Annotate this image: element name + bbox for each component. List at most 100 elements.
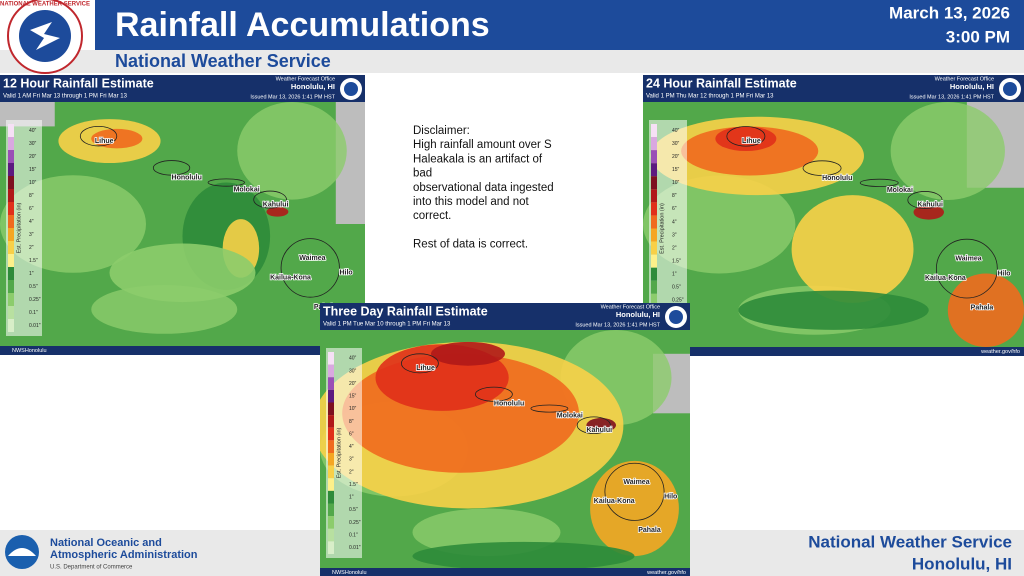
legend-label: 20" bbox=[29, 154, 37, 160]
island bbox=[400, 353, 439, 374]
legend-swatch bbox=[8, 189, 14, 202]
map: LihueHonoluluMolokaiKahuluiWaimeaKailua-… bbox=[0, 102, 365, 346]
place-label: Kahului bbox=[917, 202, 943, 209]
date: March 13, 2026 bbox=[889, 3, 1010, 22]
legend-swatch bbox=[651, 189, 657, 203]
legend-swatch bbox=[328, 352, 334, 365]
legend-swatch bbox=[651, 267, 657, 281]
panel-logo-inner bbox=[1003, 82, 1017, 96]
panel-header bbox=[320, 303, 690, 330]
legend-swatch bbox=[651, 215, 657, 229]
legend-swatch bbox=[651, 228, 657, 242]
place-label: Pahala bbox=[971, 305, 994, 312]
map: LihueHonoluluMolokaiKahuluiWaimeaKailua-… bbox=[643, 102, 1024, 347]
legend-label: 15" bbox=[672, 167, 680, 173]
panel-valid: Valid 1 PM Tue Mar 10 through 1 PM Fri M… bbox=[323, 322, 451, 328]
legend-swatch bbox=[651, 176, 657, 190]
legend-swatch bbox=[328, 503, 334, 517]
rainfall-panel: 24 Hour Rainfall Estimate Valid 1 PM Thu … bbox=[643, 75, 1024, 356]
panel-logo-inner bbox=[669, 310, 683, 324]
place-label: Hilo bbox=[997, 270, 1010, 277]
office: Weather Forecast Office bbox=[935, 76, 994, 82]
island bbox=[935, 238, 998, 299]
panel-title: 24 Hour Rainfall Estimate bbox=[646, 76, 797, 90]
legend-label: 0.1" bbox=[349, 532, 358, 538]
island bbox=[79, 126, 118, 147]
url: weather.gov/hfo bbox=[646, 570, 686, 576]
island bbox=[280, 238, 340, 298]
legend-label: 10" bbox=[29, 180, 37, 186]
place-label: Molokai bbox=[557, 413, 583, 420]
legend-swatch bbox=[651, 280, 657, 294]
rain-area bbox=[791, 195, 914, 303]
legend-swatch bbox=[328, 453, 334, 466]
legend-label: 30" bbox=[672, 141, 680, 147]
legend-swatch bbox=[328, 516, 334, 529]
legend-label: 8" bbox=[672, 193, 677, 199]
legend-label: 1" bbox=[349, 495, 354, 501]
rain-area bbox=[237, 102, 347, 200]
legend-label: 1.5" bbox=[349, 482, 358, 488]
rain-area bbox=[947, 273, 1024, 347]
island bbox=[907, 191, 943, 209]
url: weather.gov/hfo bbox=[980, 349, 1020, 355]
legend-label: 1" bbox=[29, 271, 34, 277]
legend-label: 0.5" bbox=[349, 507, 358, 513]
legend-swatch bbox=[328, 490, 334, 504]
panel-title: Three Day Rainfall Estimate bbox=[323, 304, 488, 318]
place-label: Kahului bbox=[586, 427, 612, 434]
panel-footer bbox=[643, 347, 1024, 356]
legend-swatch bbox=[8, 280, 14, 293]
place-label: Waimea bbox=[623, 479, 649, 486]
legend-swatch bbox=[8, 176, 14, 189]
legend-swatch bbox=[651, 163, 657, 177]
legend-swatch bbox=[651, 150, 657, 164]
legend-label: 0.01" bbox=[349, 545, 361, 551]
legend-label: 20" bbox=[349, 381, 357, 387]
place-label: Pahala bbox=[638, 527, 661, 534]
rain-area bbox=[431, 341, 505, 366]
social: NWSHonolulu bbox=[12, 348, 47, 354]
island bbox=[474, 386, 513, 402]
legend-label: 15" bbox=[349, 394, 357, 400]
legend-label: 0.01" bbox=[29, 323, 41, 329]
island bbox=[859, 178, 899, 187]
noaa-text: Atmospheric Administration bbox=[50, 549, 198, 561]
location: Honolulu, HI bbox=[616, 310, 660, 319]
rain-area bbox=[890, 102, 1005, 200]
legend-label: 4" bbox=[672, 219, 677, 225]
place-label: Lihue bbox=[95, 138, 114, 145]
panel-valid: Valid 1 PM Thu Mar 12 through 1 PM Fri M… bbox=[646, 94, 774, 100]
map: LihueHonoluluMolokaiKahuluiWaimeaKailua-… bbox=[320, 330, 690, 568]
legend-swatch bbox=[8, 150, 14, 163]
island bbox=[530, 404, 569, 413]
legend-swatch bbox=[651, 241, 657, 255]
disclaimer-line: bad bbox=[413, 168, 432, 180]
place-label: Lihue bbox=[742, 138, 761, 145]
legend-label: 40" bbox=[349, 356, 357, 362]
place-label: Molokai bbox=[234, 187, 260, 194]
issued: Issued Mar 13, 2026 1:41 PM HST bbox=[250, 94, 335, 100]
panel-valid: Valid 1 AM Fri Mar 13 through 1 PM Fri M… bbox=[3, 94, 128, 100]
legend-swatch bbox=[328, 427, 334, 441]
place-label: Lihue bbox=[416, 365, 435, 372]
legend-swatch bbox=[8, 254, 14, 267]
panel-title: 12 Hour Rainfall Estimate bbox=[3, 76, 154, 90]
nws-footer: National Weather Service bbox=[808, 532, 1012, 551]
legend-swatch bbox=[8, 163, 14, 176]
legend-label: 4" bbox=[29, 219, 34, 225]
legend-label: 0.5" bbox=[29, 284, 38, 290]
legend-label: 3" bbox=[672, 232, 677, 238]
legend-label: 3" bbox=[349, 457, 354, 463]
island bbox=[207, 178, 245, 187]
island bbox=[604, 462, 665, 521]
island bbox=[802, 160, 842, 176]
place-label: Waimea bbox=[955, 256, 981, 263]
legend-swatch bbox=[328, 402, 334, 416]
legend-swatch bbox=[328, 528, 334, 542]
legend-label: 6" bbox=[672, 206, 677, 212]
legend-label: 0.5" bbox=[672, 285, 681, 291]
legend-swatch bbox=[651, 202, 657, 216]
time: 3:00 PM bbox=[946, 27, 1010, 46]
place-label: Kailua-Kona bbox=[594, 498, 635, 505]
